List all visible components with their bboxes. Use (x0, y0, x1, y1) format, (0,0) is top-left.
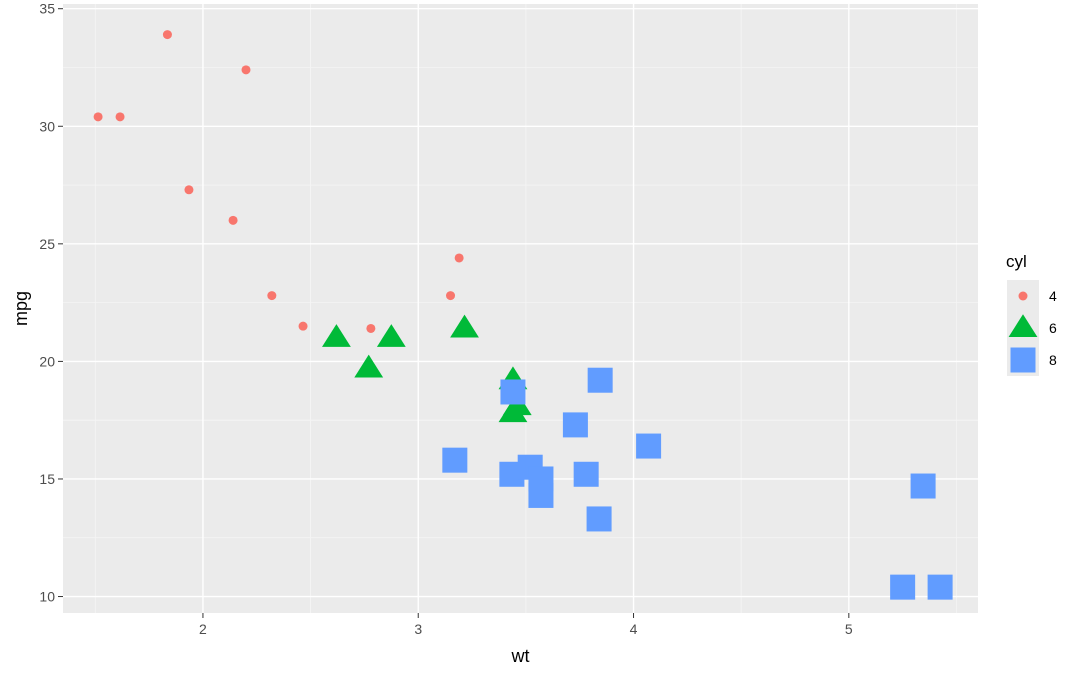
data-point-cyl-6 (376, 324, 406, 347)
y-tick-label: 25 (39, 236, 55, 252)
data-point-cyl-4 (228, 215, 238, 225)
data-point-cyl-8 (927, 574, 953, 600)
x-tick-labels: 2 3 4 5 (199, 621, 853, 637)
legend-key-4 (1018, 291, 1028, 301)
major-gridlines (63, 4, 978, 613)
data-point-cyl-4 (162, 30, 172, 40)
y-tick-label: 10 (39, 589, 55, 605)
data-point-cyl-8 (586, 506, 612, 532)
legend-key-8 (1010, 347, 1036, 373)
y-tick-labels: 10 15 20 25 30 35 (39, 1, 55, 605)
minor-gridlines (63, 4, 978, 613)
data-point-cyl-8 (636, 433, 662, 459)
data-point-cyl-8 (442, 447, 468, 473)
x-axis-title: wt (511, 646, 530, 666)
data-point-cyl-8 (528, 466, 554, 492)
axis-ticks (58, 8, 850, 618)
data-point-cyl-8 (573, 461, 599, 487)
data-point-cyl-4 (267, 291, 277, 301)
legend-label: 8 (1049, 352, 1057, 368)
x-tick-label: 5 (845, 621, 853, 637)
x-tick-label: 2 (199, 621, 207, 637)
data-point-cyl-8 (587, 367, 613, 393)
data-point-cyl-4 (298, 321, 308, 331)
data-point-cyl-6 (354, 354, 384, 378)
legend: cyl 4 6 8 (1006, 252, 1057, 376)
data-point-cyl-8 (890, 574, 916, 600)
x-tick-label: 4 (630, 621, 638, 637)
data-point-cyl-8 (500, 379, 526, 405)
y-tick-label: 20 (39, 353, 55, 369)
data-point-cyl-4 (241, 65, 251, 75)
plot-panel (63, 4, 978, 613)
y-tick-label: 15 (39, 471, 55, 487)
y-tick-label: 30 (39, 118, 55, 134)
data-point-cyl-4 (184, 185, 194, 195)
data-point-cyl-6 (450, 314, 479, 338)
legend-label: 6 (1049, 320, 1057, 336)
data-point-cyl-4 (115, 112, 125, 122)
data-points (93, 30, 953, 600)
data-point-cyl-4 (93, 112, 103, 122)
data-point-cyl-8 (562, 412, 588, 438)
data-point-cyl-4 (446, 291, 456, 301)
y-axis-title: mpg (11, 291, 31, 326)
x-tick-label: 3 (414, 621, 422, 637)
data-point-cyl-6 (322, 324, 351, 347)
data-point-cyl-8 (910, 473, 936, 499)
data-point-cyl-4 (366, 323, 376, 333)
legend-label: 4 (1049, 288, 1057, 304)
y-tick-label: 35 (39, 1, 55, 17)
legend-key-6 (1008, 314, 1038, 337)
legend-title: cyl (1006, 252, 1027, 271)
data-point-cyl-4 (454, 253, 464, 263)
